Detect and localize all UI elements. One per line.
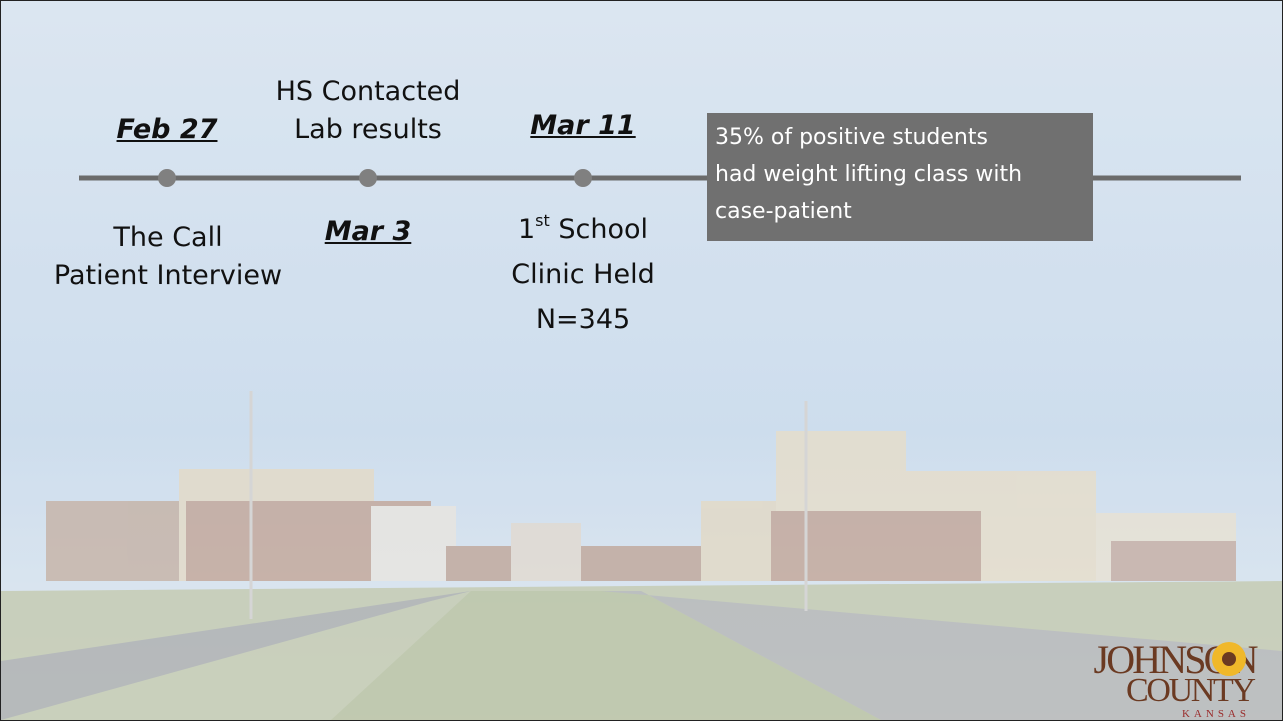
timeline-dot	[574, 169, 592, 187]
timeline-dot	[359, 169, 377, 187]
event-line: Lab results	[294, 114, 442, 145]
event-date: Mar 3	[324, 216, 412, 247]
event-date: Mar 11	[530, 110, 636, 141]
ordinal-suffix: st	[535, 211, 550, 230]
callout-line: had weight lifting class with	[715, 162, 1023, 187]
logo: JOHNSON COUNTY KANSAS	[1094, 637, 1259, 720]
event-line: The Call	[113, 222, 223, 253]
buildings	[46, 431, 1236, 581]
callout-line: 35% of positive students	[715, 125, 988, 150]
event-label: The Call Patient Interview	[54, 219, 282, 295]
callout-box: 35% of positive students had weight lift…	[707, 113, 1093, 241]
event-text: School	[549, 214, 649, 245]
event-label: 1st School Clinic Held N=345	[511, 207, 654, 342]
callout-line: case-patient	[715, 199, 852, 224]
light-poles	[249, 391, 808, 619]
event-date: Feb 27	[116, 114, 218, 145]
ordinal: 1	[517, 214, 536, 245]
logo-line2: COUNTY	[1126, 672, 1256, 709]
timeline-dot	[158, 169, 176, 187]
event-line: 1st School	[511, 207, 654, 252]
logo-line3: KANSAS	[1182, 708, 1250, 720]
event-line: N=345	[535, 304, 631, 335]
event-line: Patient Interview	[53, 260, 283, 291]
event-label: HS Contacted Lab results	[276, 73, 461, 149]
event-line: HS Contacted	[275, 76, 461, 107]
event-line: Clinic Held	[511, 259, 655, 290]
ground	[1, 581, 1282, 720]
